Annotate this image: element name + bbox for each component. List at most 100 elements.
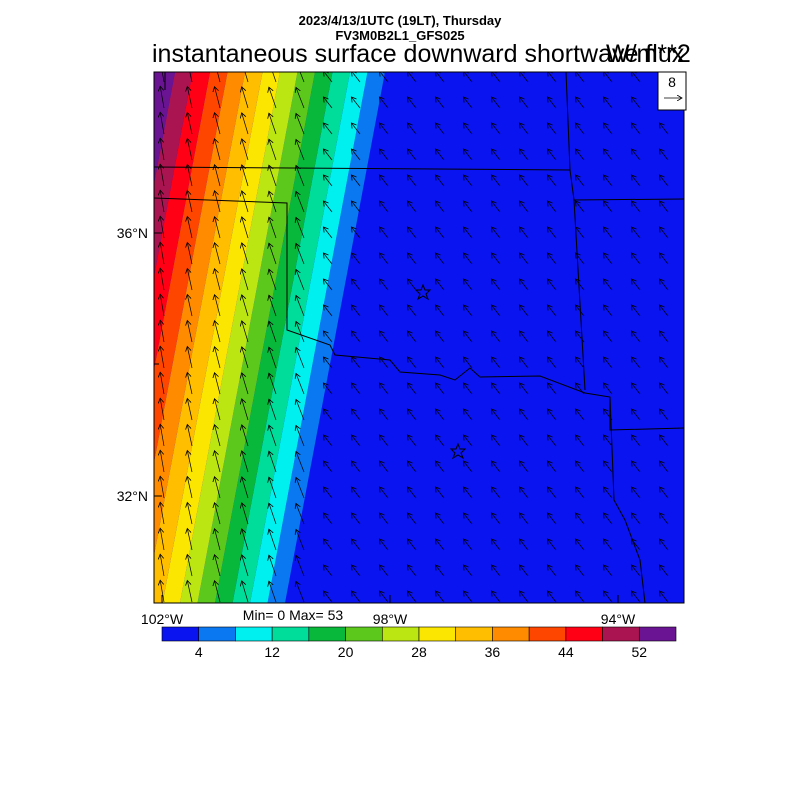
- wind-arrow: [379, 97, 389, 109]
- wind-arrow: [407, 97, 417, 109]
- wind-arrow: [659, 409, 669, 421]
- wind-arrow: [187, 87, 193, 109]
- wind-arrow: [435, 383, 445, 395]
- wind-arrow: [463, 539, 473, 551]
- wind-arrow: [407, 149, 417, 161]
- wind-arrow: [244, 72, 249, 83]
- wind-arrow: [547, 305, 557, 317]
- wind-arrow: [491, 253, 501, 265]
- wind-arrow: [242, 347, 249, 369]
- flux-band-9: [154, 72, 245, 556]
- wind-arrow: [187, 191, 193, 213]
- wind-arrow: [463, 461, 473, 473]
- wind-arrow: [379, 279, 389, 291]
- wind-arrow: [407, 331, 417, 343]
- wind-arrow: [351, 461, 361, 473]
- wind-arrow: [215, 477, 221, 499]
- colorbar-swatch: [565, 626, 603, 642]
- flux-band-12: [154, 72, 193, 277]
- wind-arrow: [463, 123, 473, 135]
- wind-arrow: [631, 123, 641, 135]
- wind-arrow: [351, 539, 361, 551]
- wind-arrow: [631, 305, 641, 317]
- wind-arrow: [659, 513, 669, 525]
- wind-arrow: [269, 581, 277, 603]
- wind-arrow: [296, 556, 305, 577]
- wind-arrow: [547, 175, 557, 187]
- colorbar-swatch: [235, 626, 273, 642]
- wind-arrow: [379, 331, 389, 343]
- wind-arrow: [242, 373, 249, 395]
- wind-arrow: [187, 165, 193, 187]
- wind-arrow: [351, 487, 361, 499]
- wind-arrow: [160, 450, 165, 473]
- wind-arrow: [603, 383, 613, 395]
- colorbar-swatch: [528, 626, 567, 642]
- wind-arrow: [603, 253, 613, 265]
- wind-arrow: [435, 539, 445, 551]
- wind-arrow: [435, 97, 445, 109]
- wind-arrow: [215, 373, 221, 395]
- wind-arrow: [603, 227, 613, 239]
- wind-arrow: [491, 461, 501, 473]
- wind-arrow: [575, 72, 585, 83]
- wind-arrow: [160, 190, 165, 213]
- colorbar-label: 36: [485, 644, 501, 660]
- wind-arrow: [519, 72, 529, 83]
- wind-arrow: [519, 97, 529, 109]
- wind-arrow: [242, 243, 249, 265]
- wind-arrow: [575, 97, 585, 109]
- wind-arrow: [575, 513, 585, 525]
- wind-arrow: [242, 295, 249, 317]
- wind-arrow: [296, 530, 305, 551]
- wind-arrow: [351, 357, 361, 369]
- wind-arrow: [463, 253, 473, 265]
- wind-arrow: [519, 253, 529, 265]
- wind-arrow: [242, 321, 249, 343]
- wind-arrow: [215, 295, 221, 317]
- wind-arrow: [379, 487, 389, 499]
- colorbar: 4 12 20 28 36 44 52: [161, 626, 677, 660]
- wind-arrow: [463, 305, 473, 317]
- wind-arrow: [160, 216, 165, 239]
- wind-arrow: [519, 123, 529, 135]
- wind-arrow: [187, 113, 193, 135]
- wind-arrow: [463, 72, 473, 83]
- wind-arrow: [296, 244, 305, 265]
- wind-arrow: [463, 487, 473, 499]
- wind-arrow: [659, 539, 669, 551]
- wind-arrow: [491, 565, 501, 577]
- lon-label-94w: 94°W: [601, 611, 636, 627]
- wind-arrow: [351, 149, 361, 161]
- colorbar-swatch: [308, 626, 346, 642]
- wind-arrow: [603, 331, 613, 343]
- wind-arrow: [269, 113, 277, 135]
- wind-arrow: [242, 269, 249, 291]
- wind-arrow: [407, 72, 417, 83]
- wind-arrow: [351, 175, 361, 187]
- wind-arrow: [160, 268, 165, 291]
- wind-arrow: [603, 487, 613, 499]
- wind-arrow: [379, 565, 389, 577]
- wind-arrow: [407, 305, 417, 317]
- wind-arrow: [296, 270, 305, 291]
- wind-arrow: [187, 217, 193, 239]
- wind-arrow: [407, 123, 417, 135]
- wind-arrow: [323, 175, 333, 187]
- wind-arrow: [407, 487, 417, 499]
- wind-arrow: [491, 331, 501, 343]
- colorbar-swatch: [381, 626, 420, 642]
- wind-arrow: [575, 461, 585, 473]
- wind-arrow: [296, 218, 305, 239]
- wind-arrow: [323, 383, 333, 395]
- wind-arrow: [603, 201, 613, 213]
- wind-arrow: [323, 435, 333, 447]
- wind-arrow: [351, 591, 361, 603]
- min-max-stats: Min= 0 Max= 53: [243, 607, 344, 623]
- wind-arrow: [631, 513, 641, 525]
- wind-arrow: [296, 374, 305, 395]
- wind-arrow: [160, 164, 165, 187]
- wind-arrow: [407, 383, 417, 395]
- wind-arrow: [379, 383, 389, 395]
